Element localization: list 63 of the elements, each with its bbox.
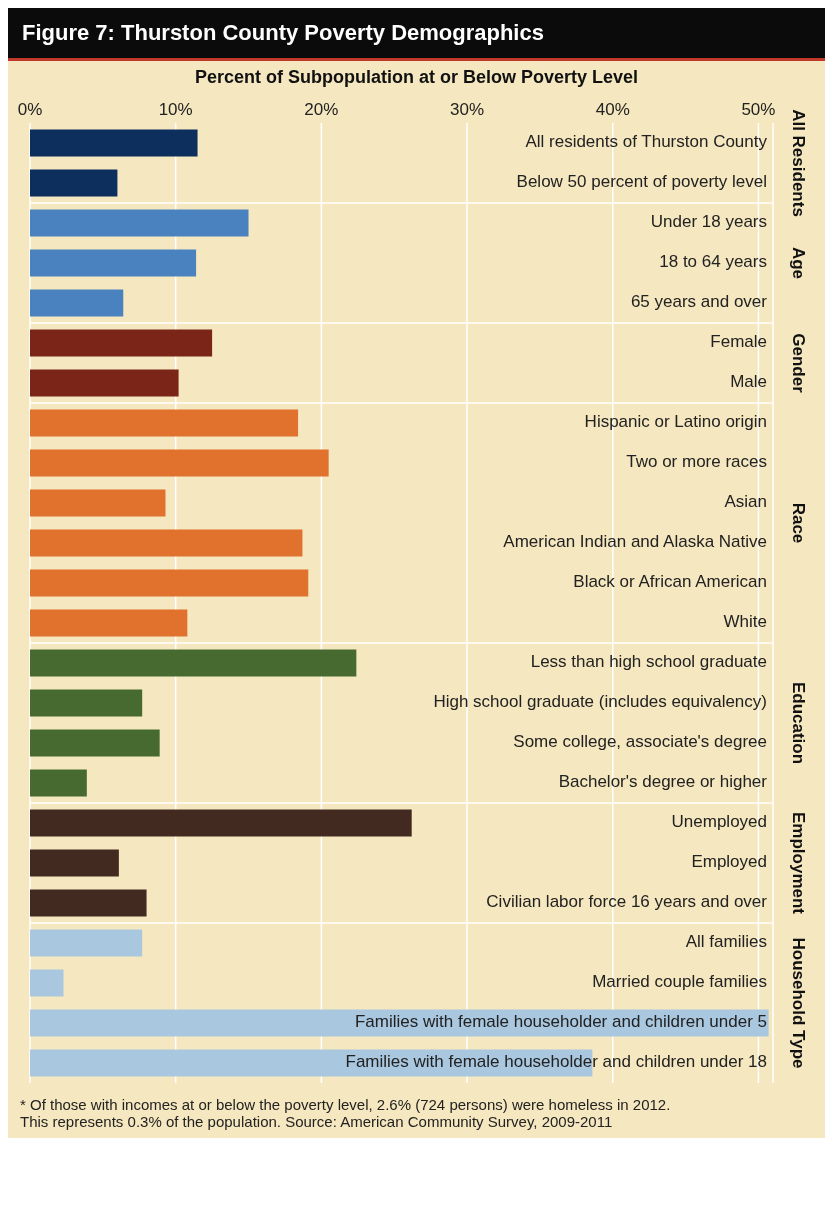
bar xyxy=(30,649,357,677)
x-tick-label: 0% xyxy=(17,100,43,119)
y-tick-label: Bachelor's degree or higher xyxy=(558,772,768,792)
y-tick-label: Families with female householder and children under 18 xyxy=(345,1052,767,1072)
bar xyxy=(30,289,124,317)
bar xyxy=(30,889,147,917)
bar xyxy=(30,929,143,957)
bar xyxy=(30,769,87,797)
y-tick-label: All residents of Thurston County xyxy=(525,132,768,152)
y-tick-label: All families xyxy=(685,932,767,952)
bar xyxy=(30,609,188,637)
bar xyxy=(30,489,166,517)
y-tick-label: Under 18 years xyxy=(650,212,767,232)
y-tick-label: 18 to 64 years xyxy=(659,252,767,272)
x-tick-label: 50% xyxy=(741,100,776,119)
y-tick-label: Less than high school graduate xyxy=(530,652,767,672)
text: Age xyxy=(788,246,808,280)
bar xyxy=(30,449,329,477)
text: This represents 0.3% of the population. Source: American Community Survey, 2009-2011 xyxy=(20,1113,614,1130)
y-tick-label: Civilian labor force 16 years and over xyxy=(486,892,768,912)
y-tick-label: Asian xyxy=(724,492,767,512)
x-axis-title: Percent of Subpopulation at or Below Poverty Level xyxy=(193,66,640,88)
bar xyxy=(30,569,309,597)
y-tick-label: Two or more races xyxy=(626,452,767,472)
bar xyxy=(30,209,249,237)
bar xyxy=(30,329,213,357)
x-tick-label: 10% xyxy=(158,100,193,119)
y-tick-label: High school graduate (includes equivalency) xyxy=(433,692,767,712)
bar xyxy=(30,369,179,397)
y-tick-label: White xyxy=(723,612,767,632)
bar xyxy=(30,729,160,757)
text: * Of those with incomes at or below the poverty level, 2.6% (724 persons) were homeless in 2012. xyxy=(20,1096,672,1113)
y-tick-label: Black or African American xyxy=(573,572,767,592)
y-tick-label: Female xyxy=(710,332,767,352)
chart-title: Figure 7: Thurston County Poverty Demographics xyxy=(8,8,825,61)
bar xyxy=(30,249,197,277)
bar xyxy=(30,809,412,837)
bar xyxy=(30,969,64,997)
x-tick-label: 30% xyxy=(450,100,485,119)
text: Employment xyxy=(788,811,808,915)
bar xyxy=(30,129,198,157)
y-tick-label: Male xyxy=(730,372,767,392)
bar xyxy=(30,849,119,877)
y-tick-label: Below 50 percent of poverty level xyxy=(516,172,767,192)
bar xyxy=(30,169,118,197)
y-tick-label: Some college, associate's degree xyxy=(513,732,767,752)
text: Race xyxy=(788,502,808,544)
y-tick-label: Hispanic or Latino origin xyxy=(584,412,767,432)
y-tick-label: Unemployed xyxy=(671,812,767,832)
bar xyxy=(30,689,143,717)
y-tick-label: Families with female householder and children under 5 xyxy=(354,1012,767,1032)
text: Education xyxy=(788,681,808,765)
y-tick-label: 65 years and over xyxy=(630,292,768,312)
x-tick-label: 40% xyxy=(595,100,630,119)
y-tick-label: Married couple families xyxy=(592,972,767,992)
text: Gender xyxy=(788,333,808,394)
x-tick-label: 20% xyxy=(304,100,339,119)
text: All Residents xyxy=(788,109,808,217)
bar xyxy=(30,529,303,557)
text: Household Type xyxy=(788,937,808,1069)
bar xyxy=(30,409,299,437)
y-tick-label: Employed xyxy=(691,852,767,872)
y-tick-label: American Indian and Alaska Native xyxy=(503,532,767,552)
